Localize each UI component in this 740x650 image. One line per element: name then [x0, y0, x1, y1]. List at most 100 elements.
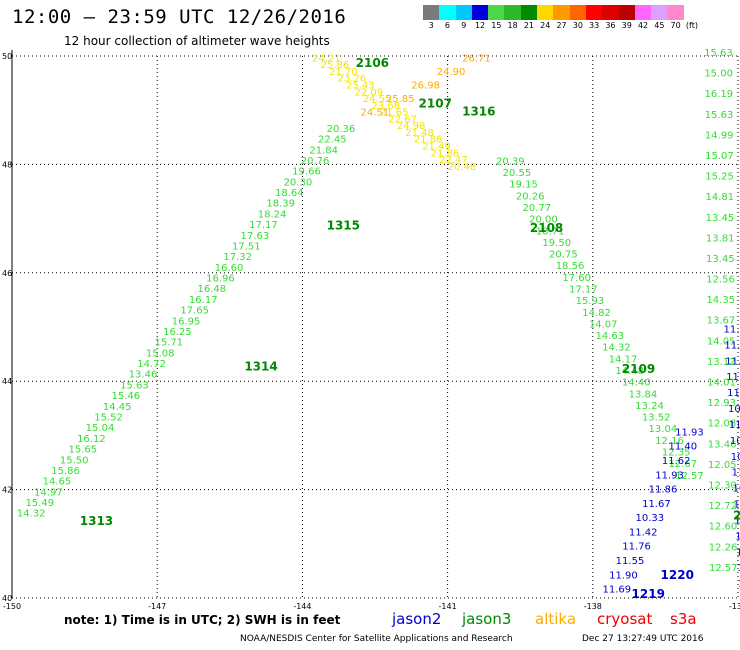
wave-height-value: 18.56 — [556, 261, 585, 272]
wave-height-value: 17.63 — [241, 231, 270, 242]
wave-height-value: 18.24 — [258, 209, 287, 220]
wave-height-value: 13.46 — [129, 370, 158, 381]
wave-height-value: 11.58 — [729, 420, 740, 431]
wave-height-value: 17.17 — [569, 284, 598, 295]
wave-height-value: 21.84 — [309, 145, 338, 156]
lat-tick-label: 42 — [2, 486, 12, 495]
wave-height-value: 13.81 — [706, 233, 735, 244]
color-scale-tick: 12 — [474, 21, 486, 30]
pass-number-label: 1219 — [632, 587, 665, 601]
lon-tick-label: -150 — [3, 602, 21, 611]
lon-tick-label: -135 — [729, 602, 740, 611]
wave-height-value: 11.67 — [642, 499, 671, 510]
color-scale-tick: 45 — [654, 21, 665, 30]
wave-height-value: 14.32 — [17, 509, 46, 520]
wave-height-value: 17.17 — [249, 220, 278, 231]
wave-height-value: 15.08 — [146, 348, 175, 359]
wave-height-value: 16.25 — [163, 327, 192, 338]
wave-height-value: 20.77 — [523, 203, 552, 214]
wave-height-value: 15.04 — [86, 423, 115, 434]
wave-height-value: 20.48 — [448, 162, 477, 173]
wave-height-value: 13.45 — [706, 254, 735, 265]
wave-height-value: 11.88 — [726, 372, 740, 383]
lon-tick-label: -147 — [148, 602, 166, 611]
wave-height-value: 22.67 — [388, 114, 417, 125]
pass-number-label: 2108 — [530, 221, 563, 235]
wave-height-value: 15.00 — [704, 69, 733, 80]
color-scale-tick: 3 — [428, 21, 434, 30]
wave-height-value: 14.45 — [103, 402, 132, 413]
lat-tick-label: 44 — [2, 377, 12, 386]
timestamp-text: Dec 27 13:27:49 UTC 2016 — [582, 634, 704, 644]
wave-height-value: 26.71 — [462, 53, 491, 64]
wave-height-value: 23.68 — [371, 101, 400, 112]
wave-height-value: 11.72 — [736, 547, 740, 558]
wave-height-value: 11.55 — [616, 556, 645, 567]
wave-height-value: 11.78 — [725, 356, 740, 367]
wave-height-value: 12.57 — [675, 471, 704, 482]
lat-tick-label: 46 — [2, 269, 12, 278]
wave-height-value: 11.69 — [724, 340, 740, 351]
color-swatch — [537, 5, 554, 20]
wave-height-value: 23.26 — [337, 74, 366, 85]
wave-height-value: 18.39 — [266, 199, 295, 210]
wave-height-value: 10.82 — [730, 436, 740, 447]
color-scale-tick: 18 — [507, 21, 518, 30]
lat-tick-label: 50 — [2, 52, 12, 61]
color-scale-tick: 27 — [556, 21, 567, 30]
wave-height-value: 13.04 — [649, 424, 678, 435]
lon-tick-label: -141 — [439, 602, 457, 611]
pass-number-label: 1314 — [244, 359, 277, 373]
color-swatch — [634, 5, 652, 20]
wave-height-value: 13.67 — [707, 316, 736, 327]
wave-height-value: 11.86 — [732, 468, 740, 479]
pass-number-label: 2109 — [622, 362, 655, 376]
wave-height-value: 20.26 — [516, 191, 545, 202]
wave-height-value: 26.98 — [411, 81, 440, 92]
color-swatch — [602, 5, 619, 20]
page-title: 12:00 – 23:59 UTC 12/26/2016 — [12, 6, 347, 28]
wave-height-value: 13.46 — [708, 439, 737, 450]
credit-text: NOAA/NESDIS Center for Satellite Applica… — [240, 634, 513, 644]
wave-height-value: 20.39 — [496, 156, 525, 167]
pass-number-label: 2107 — [419, 96, 452, 110]
pass-number-label: 1220 — [661, 568, 694, 582]
wave-height-value: 15.25 — [705, 172, 734, 183]
lon-tick-label: -138 — [584, 602, 602, 611]
wave-height-value: 11.61 — [727, 388, 740, 399]
wave-height-value: 19.66 — [292, 167, 321, 178]
color-swatch — [618, 5, 635, 20]
wave-height-value: 13.84 — [629, 389, 658, 400]
pass-number-label: 2110 — [733, 508, 740, 522]
wave-height-value: 11.93 — [675, 427, 704, 438]
wave-height-value: 20.00 — [529, 215, 558, 226]
wave-height-value: 16.48 — [198, 284, 227, 295]
wave-height-value: 13.45 — [706, 213, 735, 224]
color-swatch — [683, 5, 701, 20]
wave-height-value: 16.19 — [705, 89, 734, 100]
wave-height-value: 11.90 — [609, 570, 638, 581]
wave-height-value: 14.65 — [43, 477, 72, 488]
page-subtitle: 12 hour collection of altimeter wave hei… — [64, 34, 330, 48]
legend-jason2: jason2 — [392, 610, 442, 628]
wave-height-value: 14.63 — [595, 331, 624, 342]
wave-height-value: 16.17 — [189, 295, 218, 306]
wave-height-value: 13.24 — [635, 401, 664, 412]
legend-cryosat: cryosat — [597, 610, 653, 628]
wave-height-value: 15.93 — [576, 296, 605, 307]
wave-height-value: 11.58 — [734, 515, 740, 526]
wave-height-value: 15.86 — [51, 466, 80, 477]
wave-height-value: 14.01 — [707, 378, 736, 389]
wave-height-value: 12.08 — [708, 419, 737, 430]
wave-height-value: 21.48 — [405, 128, 434, 139]
color-swatch — [520, 5, 538, 20]
wave-height-value: 14.07 — [589, 319, 618, 330]
wave-height-value: 21.65 — [380, 108, 409, 119]
wave-height-value: 15.63 — [704, 48, 733, 59]
wave-height-value: 14.05 — [707, 336, 736, 347]
wave-height-value: 16.12 — [77, 434, 106, 445]
wave-height-value: 15.63 — [120, 380, 149, 391]
legend-altika: altika — [535, 610, 577, 628]
wave-height-value: 12.67 — [668, 459, 697, 470]
